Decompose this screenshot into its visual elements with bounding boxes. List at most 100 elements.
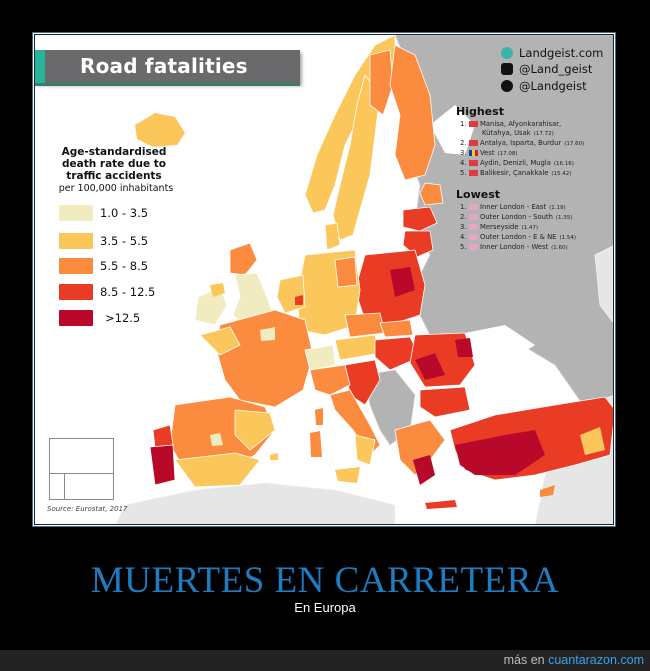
- region-iceland: [135, 113, 185, 147]
- legend-title-line: death rate due to: [62, 158, 166, 170]
- highest-item: 2. Antalya, Isparta, Burdur (17.60): [460, 139, 584, 149]
- legend-title-line: Age-standardised: [61, 146, 167, 158]
- region-portugal: [149, 444, 176, 486]
- rank-number: 3.: [460, 223, 467, 231]
- highest-title: Highest: [456, 105, 504, 118]
- turkey-flag-icon: [469, 159, 478, 166]
- region-denmark: [324, 222, 341, 251]
- azores-canary-inset-map: [49, 438, 114, 500]
- region-corsica: [315, 408, 323, 425]
- map-title: Road fatalities: [80, 54, 248, 78]
- region-czechia: [344, 312, 386, 338]
- highest-item: 4. Aydin, Denizli, Mugla (16.16): [460, 159, 574, 169]
- region-sweden-north: [369, 49, 394, 116]
- site-link[interactable]: cuantarazon.com: [548, 653, 644, 667]
- legend-swatch: [59, 310, 93, 326]
- legend-label: 8.5 - 12.5: [100, 285, 156, 299]
- rank-number: 5.: [460, 243, 467, 251]
- legend-subtitle: per 100,000 inhabitants: [58, 183, 174, 194]
- rank-value: (16.16): [553, 161, 574, 167]
- legend-label: >12.5: [105, 311, 141, 325]
- title-accent-stripe: [35, 50, 45, 83]
- rank-region: Antalya, Isparta, Burdur: [480, 139, 562, 147]
- legend-swatch: [59, 284, 93, 300]
- post-subtitle: En Europa: [294, 600, 356, 615]
- instagram-label: @Land_geist: [519, 62, 593, 76]
- region-crete: [425, 500, 457, 509]
- rank-value: (15.42): [551, 171, 572, 177]
- post-title: MUERTES EN CARRETERA: [90, 560, 560, 601]
- region-austria: [334, 334, 381, 361]
- rank-value: (1.60): [551, 245, 568, 251]
- turkey-flag-icon: [469, 169, 478, 176]
- region-latvia: [402, 206, 438, 232]
- rank-region: Balikesir, Çanakkale: [480, 169, 549, 177]
- website-label: Landgeist.com: [519, 46, 604, 60]
- uk-flag-icon: [469, 233, 478, 240]
- turkey-flag-icon: [469, 139, 478, 146]
- region-france-brittany: [199, 326, 241, 356]
- region-hungary: [374, 336, 421, 371]
- rank-number: 2.: [460, 139, 467, 147]
- rank-number: 4.: [460, 233, 467, 241]
- rank-number: 1.: [460, 120, 467, 128]
- rank-number: 4.: [460, 159, 467, 167]
- twitter-label: @Landgeist: [519, 79, 587, 93]
- region-spain-east: [234, 409, 276, 451]
- uk-flag-icon: [469, 223, 478, 230]
- legend-swatch: [59, 205, 93, 221]
- highest-item: 3. Vest (17.08): [460, 149, 518, 159]
- rank-region: Inner London - East: [480, 203, 547, 211]
- region-finland: [389, 44, 436, 181]
- source-note: Source: Eurostat, 2017: [47, 505, 128, 513]
- region-germany-east: [334, 256, 358, 288]
- seas: [430, 105, 535, 365]
- region-turkey-west: [455, 430, 545, 475]
- legend-swatch: [59, 233, 93, 249]
- legend-swatch: [59, 258, 93, 274]
- region-scotland: [229, 242, 258, 276]
- rank-value: (1.54): [559, 235, 576, 241]
- map-image: Road fatalities Age-standardised death r…: [34, 34, 614, 525]
- rank-value: (17.60): [564, 141, 585, 147]
- uk-flag-icon: [469, 213, 478, 220]
- instagram-icon: [501, 63, 513, 75]
- footer-text: más en cuantarazon.com: [504, 653, 644, 667]
- region-madrid: [210, 433, 223, 446]
- social-instagram: @Land_geist: [501, 62, 592, 76]
- lowest-item: 4. Outer London - E & NE (1.54): [460, 233, 576, 243]
- lowest-item: 5. Inner London - West (1.60): [460, 243, 568, 253]
- highest-item: 1. Manisa, Afyonkarahisar,: [460, 120, 561, 129]
- rank-number: 1.: [460, 203, 467, 211]
- rank-region: Merseyside: [480, 223, 519, 231]
- region-italy-north: [309, 364, 351, 396]
- region-balearics: [270, 453, 278, 460]
- uk-flag-icon: [469, 243, 478, 250]
- rank-value: (1.19): [549, 205, 566, 211]
- twitter-icon: [501, 80, 513, 92]
- europe-choropleth-map: [115, 35, 613, 524]
- region-poland-mazowieckie: [390, 267, 415, 297]
- region-spain-south: [174, 452, 261, 488]
- region-italy-south: [354, 434, 376, 466]
- map-image-frame: Road fatalities Age-standardised death r…: [32, 32, 616, 527]
- region-bulgaria: [419, 386, 471, 418]
- region-n-ireland: [210, 283, 225, 297]
- region-benelux: [276, 274, 306, 314]
- lowest-item: 3. Merseyside (1.47): [460, 223, 538, 233]
- legend-title-line: traffic accidents: [66, 170, 162, 182]
- rank-region: Vest: [480, 149, 495, 157]
- uk-flag-icon: [469, 203, 478, 210]
- turkey-flag-icon: [469, 120, 478, 127]
- lowest-title: Lowest: [456, 188, 500, 201]
- legend-label: 3.5 - 5.5: [100, 234, 149, 248]
- region-france-idf: [260, 327, 275, 341]
- region-sardinia: [310, 431, 322, 457]
- region-france: [214, 309, 314, 408]
- rank-region: Kütahya, Usak: [482, 129, 531, 137]
- rank-value: (1.47): [521, 225, 539, 231]
- rank-region: Outer London - E & NE: [480, 233, 557, 241]
- region-sweden: [332, 74, 381, 241]
- lowest-item: 1. Inner London - East (1.19): [460, 203, 566, 213]
- region-portugal-north: [152, 424, 174, 448]
